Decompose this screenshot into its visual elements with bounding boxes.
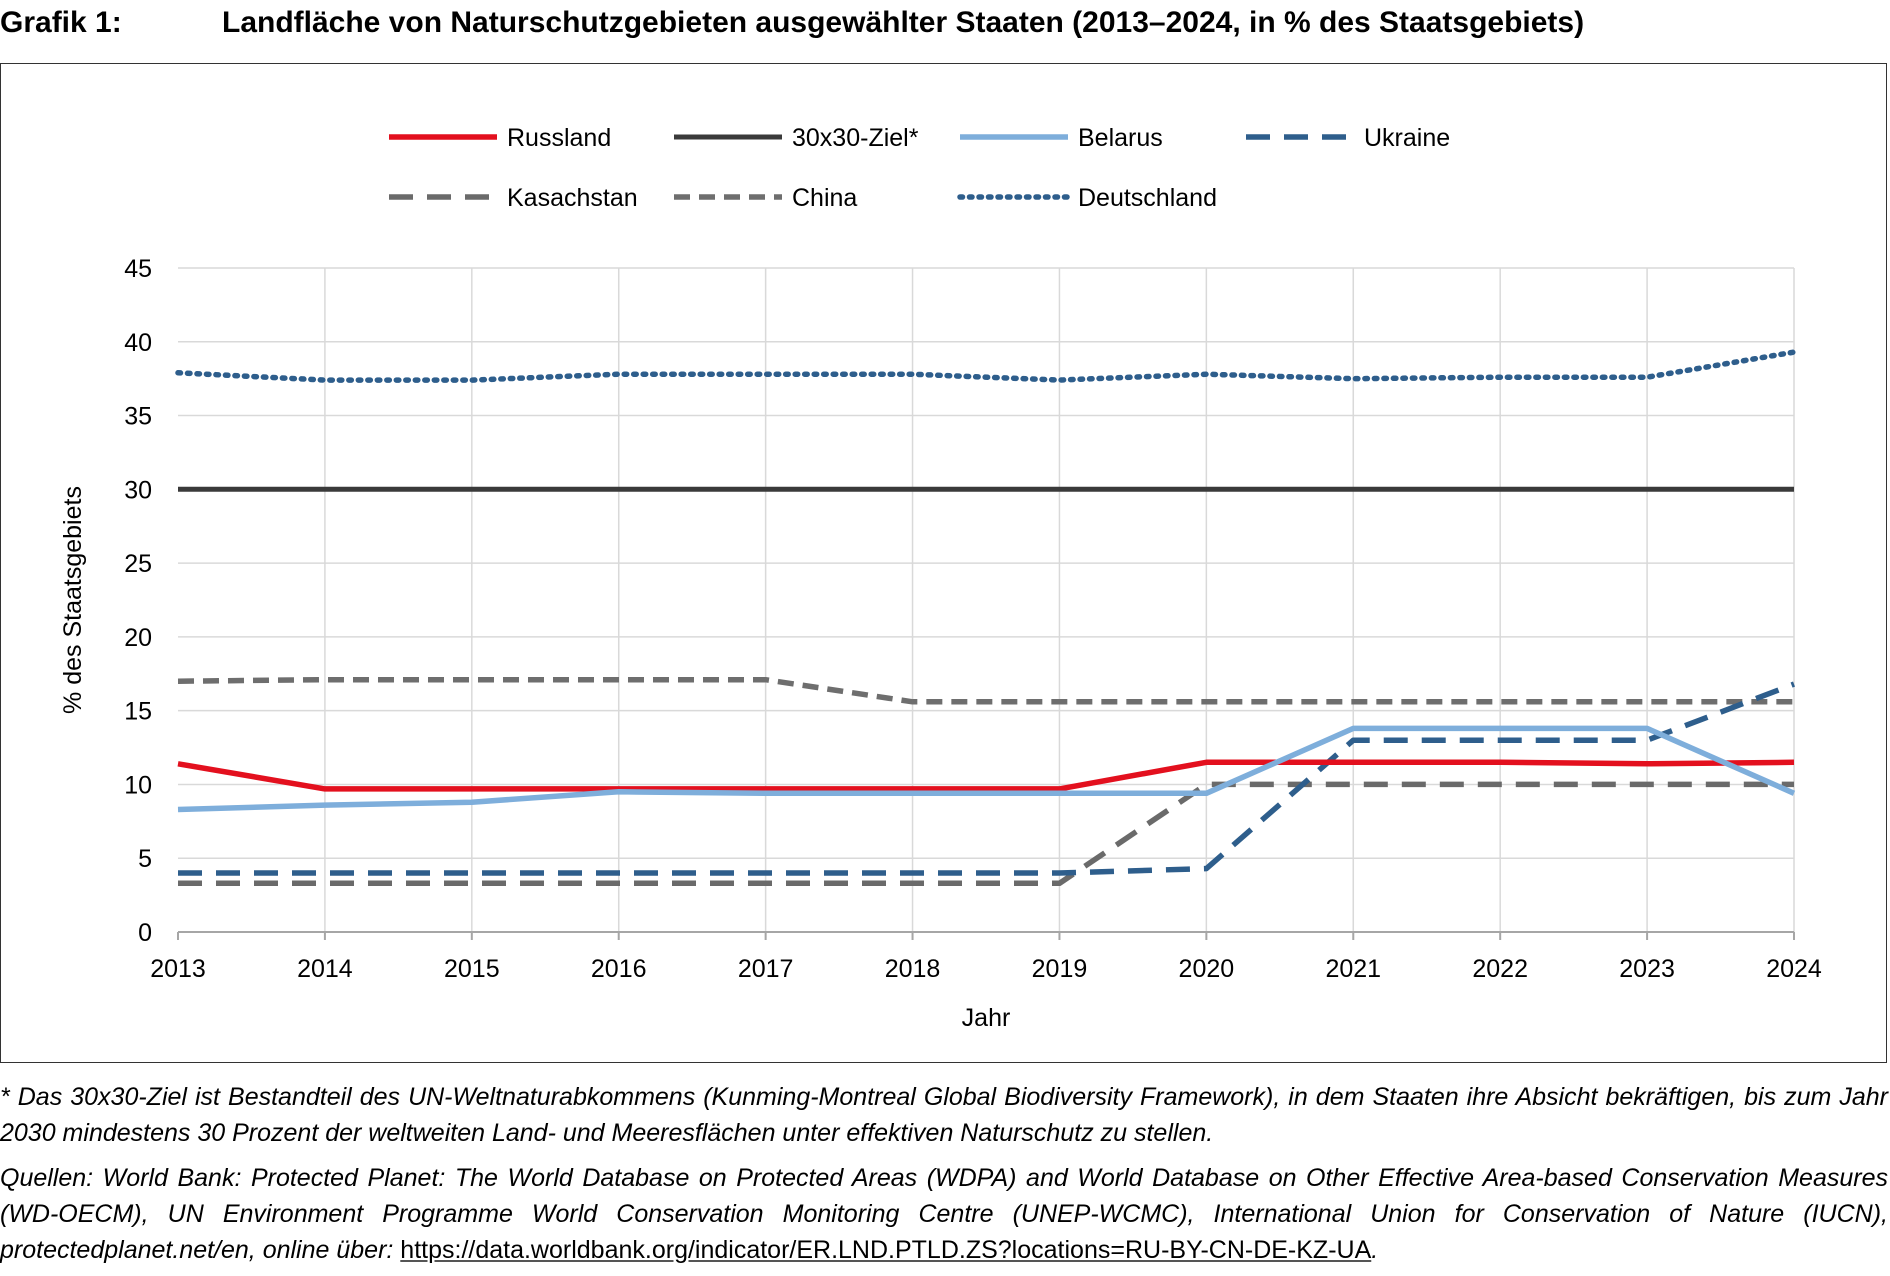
legend-label-deutschland: Deutschland [1078, 184, 1217, 212]
series-lines [175, 349, 1797, 887]
y-axis-title: % des Staatsgebiets [59, 486, 87, 714]
y-tick-label: 20 [124, 624, 152, 652]
sources-end: . [1371, 1236, 1379, 1264]
figure-header: Grafik 1: Landfläche von Naturschutzgebi… [0, 6, 1890, 54]
sources-text: Quellen: World Bank: Protected Planet: T… [0, 1164, 1888, 1264]
x-tick-label: 2019 [1032, 955, 1088, 983]
y-tick-label: 35 [124, 403, 152, 431]
y-tick-label: 5 [138, 845, 152, 873]
x-tick-label: 2017 [738, 955, 794, 983]
figure-label: Grafik 1: [0, 6, 122, 39]
series-line-ukraine [178, 681, 1795, 876]
sources-note: Quellen: World Bank: Protected Planet: T… [0, 1160, 1888, 1268]
x-tick-label: 2014 [297, 955, 353, 983]
x-tick-label: 2021 [1325, 955, 1381, 983]
y-tick-label: 30 [124, 476, 152, 504]
legend-label-china: China [792, 184, 857, 212]
y-tick-label: 25 [124, 550, 152, 578]
legend-label-30x30-ziel: 30x30-Ziel* [792, 124, 919, 152]
x-axis-title: Jahr [962, 1004, 1011, 1032]
chart-frame: 0 5 10 15 20 25 30 35 40 45 2013 2014 2015 2016 2017 20… [0, 63, 1887, 1063]
y-tick-label: 10 [124, 771, 152, 799]
x-tick-label: 2016 [591, 955, 647, 983]
y-tick-label: 0 [138, 919, 152, 947]
figure-title: Landfläche von Naturschutzgebieten ausge… [222, 6, 1585, 39]
y-tick-label: 15 [124, 698, 152, 726]
x-tick-label: 2018 [885, 955, 941, 983]
legend: Russland 30x30-Ziel* Belarus Ukraine Kasachs… [389, 124, 1450, 212]
series-line-china [177, 676, 1794, 705]
y-tick-label: 40 [124, 329, 152, 357]
series-line-deutschland [175, 349, 1797, 383]
y-tick-label: 45 [124, 255, 152, 283]
x-tick-label: 2024 [1766, 955, 1822, 983]
source-link[interactable]: https://data.worldbank.org/indicator/ER.… [400, 1236, 1372, 1264]
legend-label-russland: Russland [507, 124, 611, 152]
series-line-belarus [177, 725, 1796, 813]
legend-label-belarus: Belarus [1078, 124, 1163, 152]
x-tick-label: 2023 [1619, 955, 1675, 983]
legend-label-kasachstan: Kasachstan [507, 184, 638, 212]
line-chart: 0 5 10 15 20 25 30 35 40 45 2013 2014 2015 2016 2017 20… [59, 124, 1822, 1032]
x-tick-label: 2013 [150, 955, 206, 983]
x-tick-label: 2020 [1179, 955, 1235, 983]
legend-label-ukraine: Ukraine [1364, 124, 1450, 152]
grid-lines [178, 267, 1795, 932]
series-line-russland [177, 759, 1795, 792]
footnote: * Das 30x30-Ziel ist Bestandteil des UN-… [0, 1083, 1888, 1147]
x-tick-label: 2022 [1472, 955, 1528, 983]
x-tick-label: 2015 [444, 955, 500, 983]
series-line-kasachstan [178, 781, 1794, 887]
